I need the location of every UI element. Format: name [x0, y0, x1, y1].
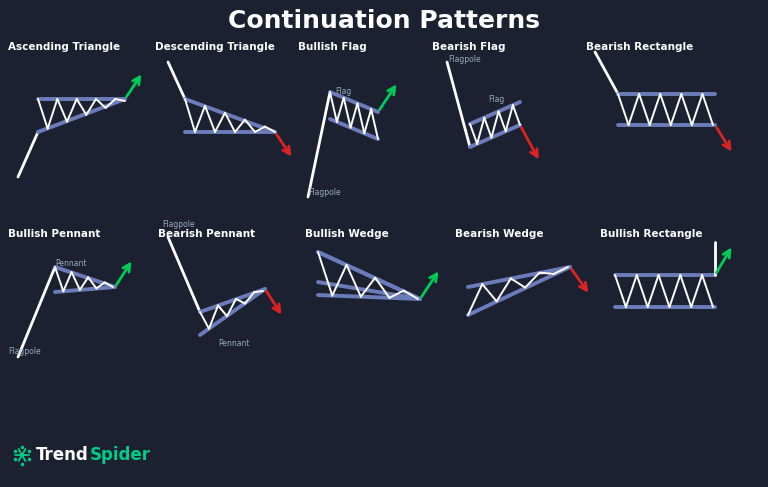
Text: Flagpole: Flagpole	[308, 188, 341, 197]
Text: Bearish Pennant: Bearish Pennant	[158, 229, 255, 239]
Text: Bearish Rectangle: Bearish Rectangle	[586, 42, 694, 52]
Text: Spider: Spider	[90, 446, 151, 464]
Text: Flag: Flag	[335, 87, 351, 96]
Text: Bullish Rectangle: Bullish Rectangle	[600, 229, 703, 239]
Text: Trend: Trend	[36, 446, 89, 464]
Text: Flagpole: Flagpole	[162, 220, 194, 229]
Text: Ascending Triangle: Ascending Triangle	[8, 42, 120, 52]
Text: Bearish Flag: Bearish Flag	[432, 42, 505, 52]
Text: Bullish Wedge: Bullish Wedge	[305, 229, 389, 239]
Text: Flagpole: Flagpole	[8, 347, 41, 356]
Text: Flag: Flag	[488, 95, 505, 104]
Text: Pennant: Pennant	[55, 259, 87, 268]
Text: Bullish Flag: Bullish Flag	[298, 42, 367, 52]
Text: Descending Triangle: Descending Triangle	[155, 42, 275, 52]
Text: Flagpole: Flagpole	[448, 55, 481, 64]
Text: Continuation Patterns: Continuation Patterns	[228, 9, 540, 33]
Text: Bullish Pennant: Bullish Pennant	[8, 229, 101, 239]
Text: Bearish Wedge: Bearish Wedge	[455, 229, 544, 239]
Text: Pennant: Pennant	[218, 339, 250, 348]
